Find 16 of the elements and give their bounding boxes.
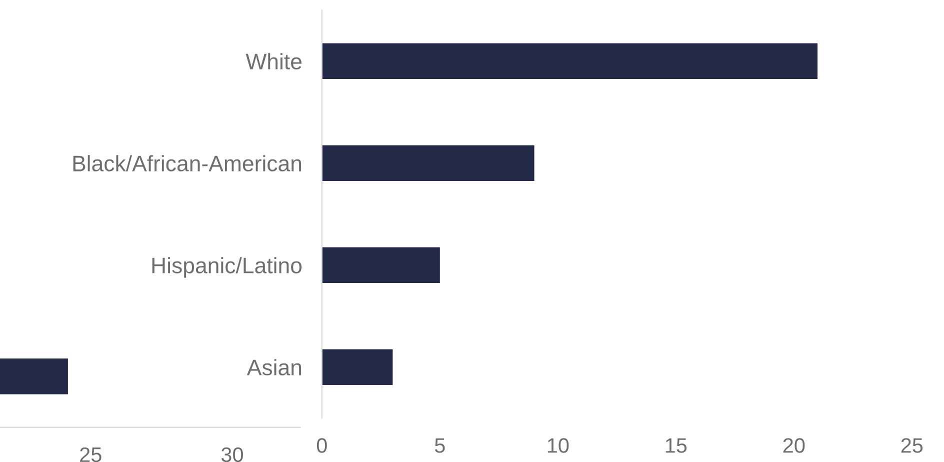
x-tick-label: 15 [666, 438, 687, 453]
y-tick-label: Asian [246, 359, 302, 376]
bar [322, 145, 534, 181]
y-tick-label: Hispanic/Latino [152, 257, 302, 278]
x-tick-label: 30 [221, 447, 243, 462]
x-tick-label: 25 [901, 438, 923, 453]
x-tick-label: 0 [316, 438, 327, 453]
y-tick-label: Black/African-American [73, 155, 302, 172]
y-tick-label: White [246, 53, 302, 70]
bar [322, 43, 818, 80]
x-tick-label: 20 [783, 438, 805, 453]
bar [322, 247, 440, 283]
x-tick-label: 25 [80, 447, 102, 462]
x-tick-label: 5 [434, 438, 445, 453]
bar [322, 349, 393, 385]
x-tick-label: 10 [548, 438, 569, 453]
